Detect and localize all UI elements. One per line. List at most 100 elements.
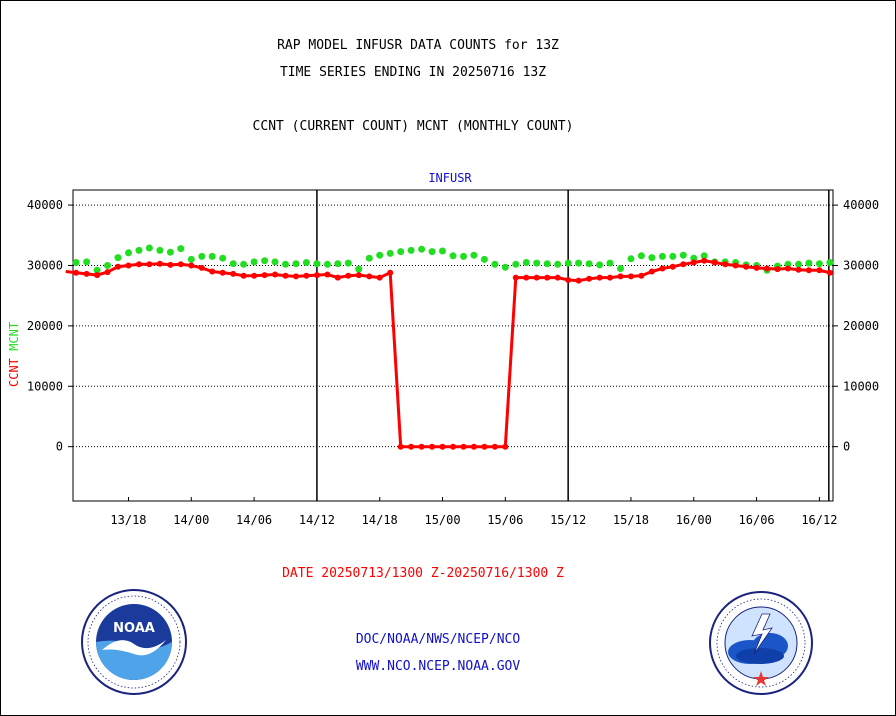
- x-tick-label: 14/00: [173, 513, 209, 527]
- ccnt-point: [240, 272, 247, 279]
- mcnt-point: [302, 259, 310, 266]
- ccnt-point: [805, 267, 812, 274]
- x-tick-label: 16/00: [676, 513, 712, 527]
- ccnt-point: [125, 262, 132, 269]
- chart-title-line1: RAP MODEL INFUSR DATA COUNTS for 13Z: [277, 38, 559, 53]
- mcnt-point: [156, 246, 164, 254]
- ccnt-point: [711, 259, 718, 266]
- ccnt-point: [251, 272, 258, 279]
- ccnt-point: [743, 263, 750, 270]
- ccnt-point: [408, 443, 415, 450]
- ccnt-line: [65, 259, 831, 449]
- y-tick-label-left: 40000: [27, 198, 63, 212]
- ccnt-point: [261, 272, 268, 279]
- mcnt-point: [784, 260, 792, 268]
- mcnt-point: [198, 252, 206, 260]
- mcnt-point: [533, 259, 541, 267]
- mcnt-point: [826, 259, 834, 266]
- ccnt-point: [732, 262, 739, 269]
- ccnt-point: [146, 261, 153, 268]
- mcnt-point: [637, 252, 645, 260]
- ccnt-point: [94, 272, 101, 279]
- mcnt-point: [501, 263, 509, 271]
- mcnt-point: [125, 249, 132, 257]
- ccnt-point: [303, 272, 310, 279]
- ccnt-point: [73, 269, 80, 276]
- mcnt-point: [480, 255, 488, 263]
- x-tick-label: 13/18: [110, 513, 146, 527]
- chart-title-line3: CCNT (CURRENT COUNT) MCNT (MONTHLY COUNT…: [252, 119, 574, 134]
- mcnt-point: [648, 254, 656, 262]
- ccnt-point: [83, 270, 90, 277]
- mcnt-point: [596, 261, 604, 269]
- ccnt-point: [481, 443, 488, 450]
- ccnt-point: [387, 269, 394, 276]
- axis-layer: 0 0 10000 10000 20000 20000 30000 30000 40000 400…: [27, 189, 879, 527]
- ccnt-point: [177, 261, 184, 268]
- mcnt-point: [470, 251, 478, 259]
- x-tick-label: 14/18: [362, 513, 398, 527]
- x-tick-label: 15/06: [487, 513, 523, 527]
- svg-text:NOAA: NOAA: [113, 621, 155, 636]
- ccnt-point: [502, 443, 509, 450]
- ccnt-point: [774, 266, 781, 273]
- mcnt-point: [700, 252, 708, 260]
- nws-logo: [709, 591, 813, 695]
- mcnt-point: [250, 258, 258, 266]
- ccnt-point: [293, 273, 299, 280]
- mcnt-point: [313, 260, 321, 268]
- mcnt-point: [658, 252, 666, 260]
- ccnt-point: [785, 265, 791, 272]
- ccnt-point: [209, 268, 216, 275]
- mcnt-point: [575, 259, 583, 267]
- mcnt-point: [564, 259, 572, 267]
- ccnt-point: [523, 274, 530, 281]
- ccnt-point: [188, 262, 195, 269]
- mcnt-series-layer: [72, 244, 834, 274]
- ccnt-point: [104, 269, 111, 276]
- y-tick-label-right: 10000: [843, 379, 879, 393]
- mcnt-point: [166, 248, 174, 256]
- grid-layer: [73, 190, 833, 501]
- mcnt-point: [491, 260, 499, 268]
- ccnt-point: [586, 275, 593, 282]
- mcnt-point: [522, 259, 530, 266]
- ccnt-point: [596, 274, 603, 281]
- mcnt-point: [617, 265, 624, 272]
- ccnt-point: [816, 267, 823, 274]
- mcnt-point: [83, 258, 91, 266]
- noaa-logo: NOAA: [81, 589, 187, 695]
- mcnt-point: [690, 254, 698, 262]
- x-tick-label: 15/12: [550, 513, 586, 527]
- x-tick-label: 16/12: [801, 513, 837, 527]
- ccnt-point: [115, 263, 121, 270]
- ccnt-point: [764, 265, 770, 272]
- ccnt-point: [345, 272, 352, 279]
- mcnt-point: [407, 246, 415, 254]
- ccnt-point: [355, 272, 362, 279]
- mcnt-point: [229, 260, 237, 268]
- mcnt-point: [428, 248, 436, 256]
- ccnt-point: [544, 274, 551, 281]
- mcnt-point: [135, 246, 143, 254]
- ccnt-point: [575, 277, 582, 284]
- mcnt-point: [376, 251, 384, 259]
- mcnt-point: [418, 245, 426, 253]
- y-tick-label-left: 20000: [27, 319, 63, 333]
- mcnt-point: [261, 257, 269, 265]
- mcnt-point: [240, 260, 248, 268]
- mcnt-point: [219, 254, 227, 262]
- mcnt-point: [439, 247, 446, 255]
- ccnt-point: [167, 261, 174, 268]
- ccnt-point: [136, 261, 142, 268]
- y-tick-label-left: 0: [56, 440, 63, 454]
- mcnt-point: [386, 249, 394, 257]
- mcnt-point: [323, 260, 331, 268]
- mcnt-point: [177, 245, 185, 253]
- ccnt-point: [418, 443, 425, 450]
- ccnt-point: [324, 271, 331, 278]
- plot-title: INFUSR: [428, 171, 472, 185]
- ccnt-point: [397, 443, 404, 450]
- mcnt-point: [292, 260, 300, 268]
- ccnt-point: [429, 443, 436, 450]
